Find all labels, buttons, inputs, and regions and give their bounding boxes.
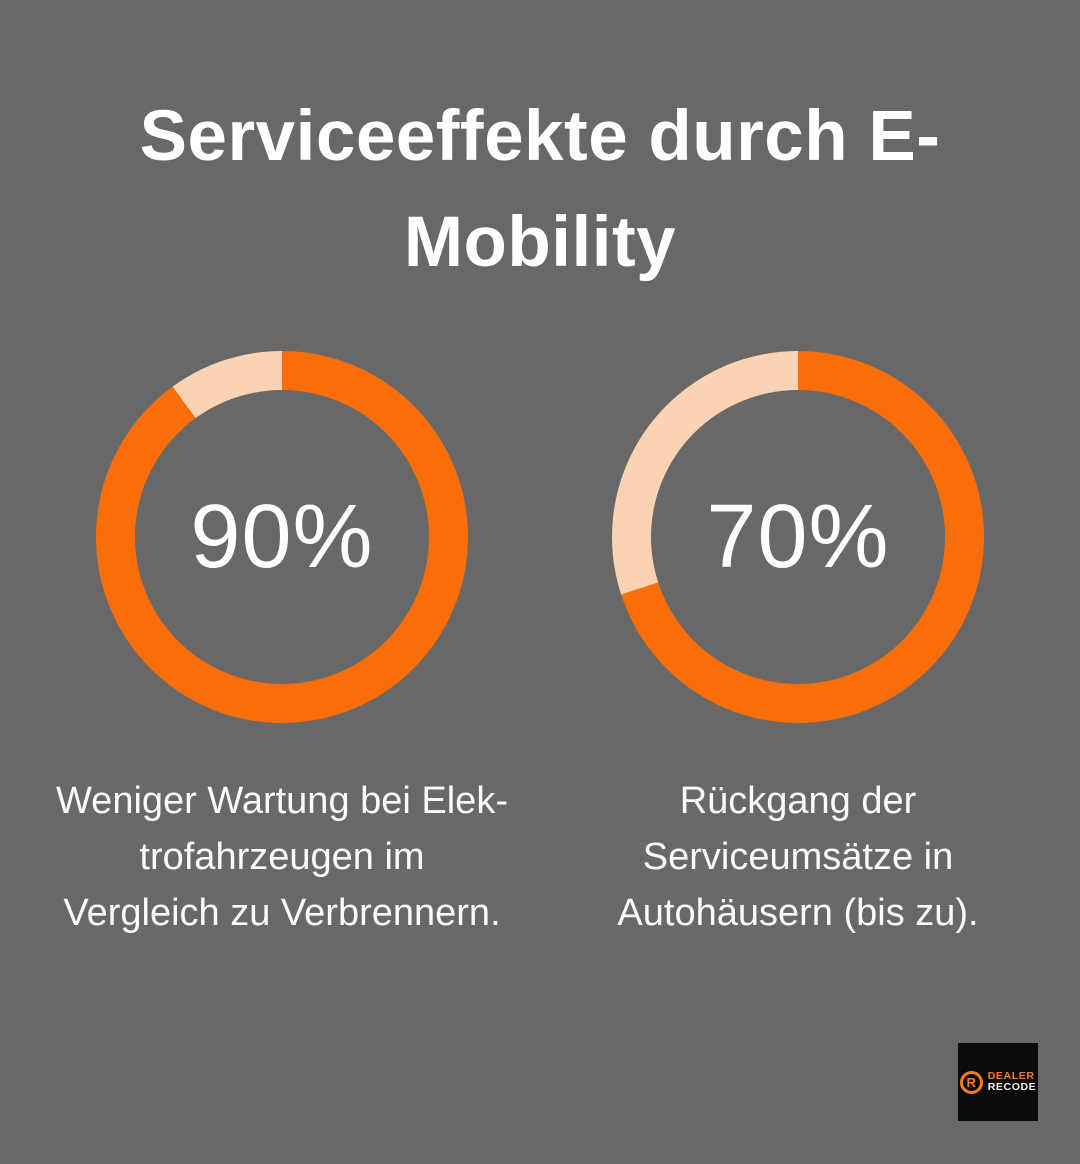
dealer-recode-r-icon: R (959, 1070, 983, 1094)
dealer-recode-logo: R DEALER RECODE (958, 1043, 1038, 1121)
caption-line: Serviceumsätze in (642, 836, 954, 878)
page-title-line-1: Serviceeffekte durch E- (139, 97, 941, 176)
page-title: Serviceeffekte durch E- Mobility (0, 0, 1080, 296)
donut-value-label-90: 90% (190, 486, 374, 587)
donut-caption-maintenance: Weniger Wartung bei Elek- trofahrzeugen … (56, 773, 508, 941)
donut-ring-70: 70% (612, 351, 984, 723)
donut-charts-row: 90% Weniger Wartung bei Elek- trofahrzeu… (0, 351, 1080, 941)
donut-hole-70: 70% (651, 390, 945, 684)
logo-wordmark-recode: RECODE (987, 1081, 1037, 1093)
donut-caption-service-revenue: Rückgang der Serviceumsätze in Autohäuse… (617, 773, 978, 941)
donut-chart-maintenance: 90% Weniger Wartung bei Elek- trofahrzeu… (42, 351, 522, 941)
donut-hole-90: 90% (135, 390, 429, 684)
logo-wordmark: DEALER RECODE (988, 1071, 1037, 1093)
logo-wordmark-dealer: DEALER (987, 1070, 1035, 1082)
donut-chart-service-revenue: 70% Rückgang der Serviceumsätze in Autoh… (558, 351, 1038, 941)
donut-value-label-70: 70% (706, 486, 890, 587)
caption-line: Weniger Wartung bei Elek- (56, 780, 508, 822)
caption-line: trofahrzeugen im (139, 836, 425, 878)
caption-line: Rückgang der (679, 780, 917, 822)
caption-line: Vergleich zu Verbrennern. (63, 892, 501, 934)
page-title-line-2: Mobility (403, 203, 677, 282)
logo-icon-letter: R (966, 1074, 976, 1090)
donut-ring-90: 90% (96, 351, 468, 723)
caption-line: Autohäusern (bis zu). (617, 892, 979, 934)
